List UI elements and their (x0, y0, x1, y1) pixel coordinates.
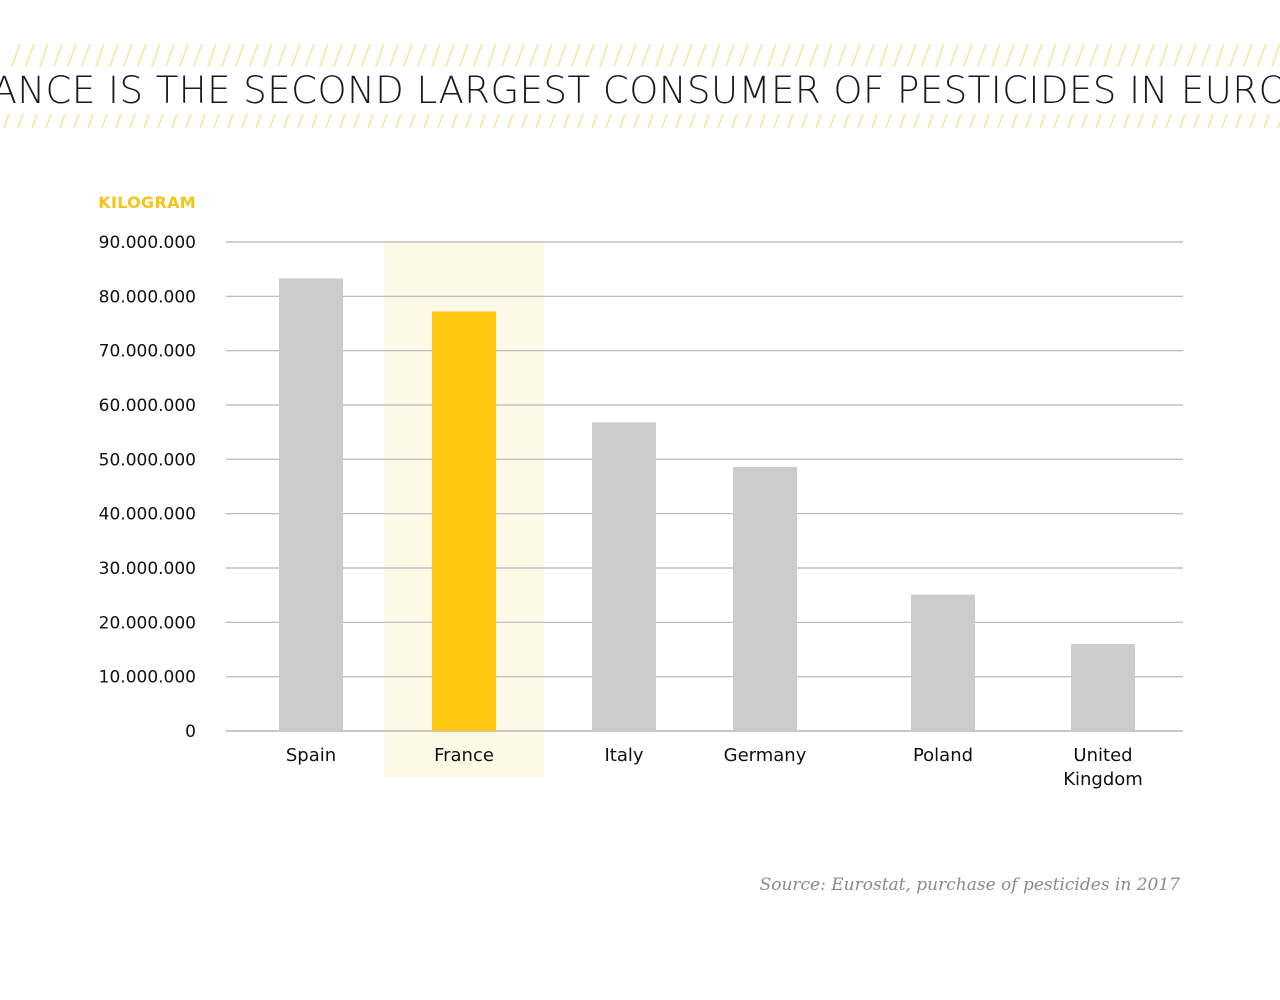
bars (279, 278, 1135, 731)
y-tick-label: 20.000.000 (99, 613, 196, 633)
bar-france (432, 311, 496, 731)
y-tick-label: 0 (185, 722, 196, 742)
y-tick-label: 80.000.000 (99, 287, 196, 307)
x-axis-category-labels: Spain France Italy Germany Poland United Kingd… (286, 745, 1143, 790)
y-tick-label: 70.000.000 (99, 342, 196, 362)
gridlines (226, 241, 1183, 732)
category-label: United Kingdom (1063, 745, 1143, 790)
source-note: Source: Eurostat, purchase of pesticides… (760, 875, 1181, 895)
bar-spain (279, 278, 343, 731)
y-tick-label: 50.000.000 (99, 450, 196, 470)
y-tick-label: 60.000.000 (99, 396, 196, 416)
category-label: Poland (913, 745, 973, 766)
bar-germany (733, 466, 797, 731)
title-backing (0, 67, 1280, 114)
y-tick-label: 40.000.000 (99, 505, 196, 525)
y-tick-label: 90.000.000 (99, 233, 196, 253)
bar-united-kingdom (1071, 644, 1135, 731)
category-label: Spain (286, 745, 336, 766)
category-label: Italy (604, 745, 643, 766)
y-axis-tick-labels: 0 10.000.000 20.000.000 30.000.000 40.000.00… (99, 233, 196, 742)
category-label: France (434, 745, 494, 766)
chart-title: FRANCE IS THE SECOND LARGEST CONSUMER OF… (0, 69, 1280, 112)
category-label: Germany (724, 745, 807, 766)
bar-poland (911, 594, 975, 731)
y-tick-label: 10.000.000 (99, 668, 196, 688)
y-axis-label: KILOGRAM (98, 193, 196, 212)
y-tick-label: 30.000.000 (99, 559, 196, 579)
header-stripes-decoration (0, 43, 1280, 129)
bar-italy (592, 422, 656, 731)
